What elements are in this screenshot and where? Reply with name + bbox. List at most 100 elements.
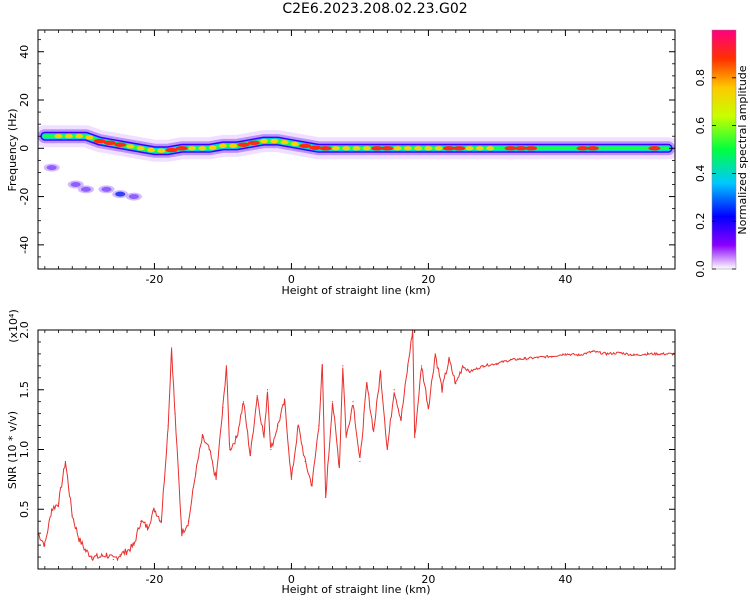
snr-point [619,352,621,354]
ridge-hotspot [442,146,455,151]
snr-point [153,508,156,510]
snr-point [126,550,128,552]
snr-point [386,448,388,451]
x-tick-label: 20 [421,273,435,286]
ridge-hotspot [208,145,217,150]
ridge-hotspot [475,146,484,151]
snr-point [92,556,94,558]
ridge-hotspot [486,146,495,151]
x-tick-label: -20 [145,573,163,586]
ridge-hotspot [229,143,238,149]
snr-point [647,353,649,355]
ridge-hotspot [270,138,279,144]
snr-point [208,448,210,451]
ridge-hotspot [54,134,63,139]
snr-point [414,436,416,439]
colorbar: 0.0 0.2 0.4 0.6 0.8 Normalized spectral ampl… [694,29,749,278]
snr-point [44,544,46,546]
ridge-hotspot [453,146,466,151]
snr-point [140,520,142,522]
snr-point [523,358,525,360]
spectrogram-ticks: -20 0 20 40 -40 -20 0 20 40 [18,30,676,286]
snr-point [462,365,464,367]
spectral-blob [101,186,112,192]
ridge-hotspot [114,142,127,147]
snr-point [242,401,245,403]
ridge-hotspot [331,146,340,151]
snr-point [304,460,306,463]
snr-point [359,460,361,463]
spectrogram-panel: -20 0 20 40 -40 -20 0 20 40 Height of straight l… [6,29,676,297]
spectral-blob [80,186,91,192]
y-tick-label: 0.5 [18,501,31,519]
snr-point [427,407,430,409]
snr-point [366,383,368,385]
snr-point [201,436,203,439]
colorbar-tick-label: 0.2 [694,212,707,230]
spectrogram-frame [37,29,676,270]
snr-point [188,520,190,522]
snr-point [146,526,149,528]
ridge-hotspot [576,146,589,151]
snr-plot-area [38,330,675,562]
x-tick-label: 0 [288,273,295,286]
ridge-hotspot [586,146,599,151]
ridge-hotspot [136,146,145,151]
chart-title: C2E6.2023.208.02.23.G02 [282,1,468,17]
spectral-blob [128,194,139,200]
ridge-hotspot [525,146,538,151]
snr-frame [37,329,676,570]
ridge-hotspot [188,146,197,151]
snr-point [578,354,580,356]
snr-point [321,365,323,367]
colorbar-tick-label: 0.0 [694,260,707,278]
ridge-hotspot [414,146,423,151]
snr-point [277,425,279,427]
ridge-hotspot [93,138,106,144]
snr-point [297,425,299,427]
snr-point [99,556,101,558]
snr-y-axis-label: SNR (10 * v/v) [6,411,19,489]
ridge-hotspot [260,138,269,144]
snr-point [160,520,162,522]
ridge-hotspot [157,148,166,153]
spectral-blob [70,182,81,188]
snr-line [38,330,675,562]
ridge-hotspot [465,146,474,151]
snr-multiplier-label: (x10⁴) [7,309,20,343]
snr-point [263,436,265,439]
snr-point [311,484,313,486]
ridge-hotspot [434,146,443,151]
ridge-hotspot [103,140,116,146]
colorbar-gradient [712,30,736,269]
y-tick-label: 1.5 [18,381,31,399]
ridge-hotspot [64,134,73,139]
ridge-hotspot [175,146,188,151]
ridge-hotspot [126,144,135,149]
snr-point [112,558,114,561]
snr-point [420,365,423,367]
snr-point [174,413,176,415]
snr-point [283,401,286,403]
ridge-hotspot [165,147,178,153]
snr-point [660,353,662,355]
snr-point [318,425,320,427]
snr-point [496,362,498,365]
snr-point [482,365,484,367]
snr-ticks: -20 0 20 40 0.5 1.0 1.5 2.0 [18,321,676,586]
snr-point [290,478,293,480]
ridge-hotspot [237,142,250,147]
snr-point [352,401,354,403]
snr-point [256,395,258,397]
snr-point [170,347,173,349]
ridge-hotspot [290,141,299,147]
x-tick-label: 20 [421,573,435,586]
snr-point [400,419,402,421]
snr-point [236,436,238,439]
snr-point [167,425,169,427]
spectrogram-heatmap [38,125,675,201]
y-tick-label: 20 [18,93,31,107]
snr-point [270,448,272,451]
ridge-hotspot [309,145,322,150]
y-tick-label: 0 [18,145,31,152]
